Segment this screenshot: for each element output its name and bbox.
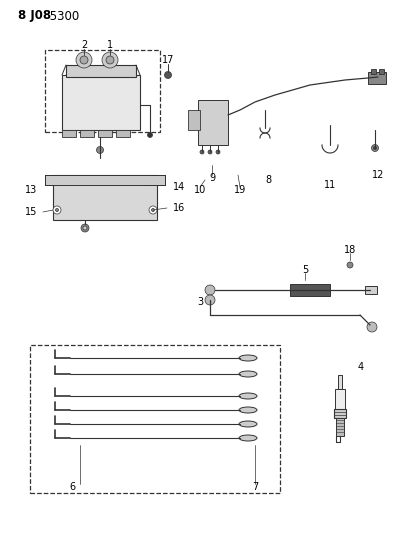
- Text: 15: 15: [25, 207, 37, 217]
- Bar: [30, 345, 280, 493]
- Bar: [371, 69, 376, 74]
- Text: 14: 14: [173, 182, 185, 192]
- Text: 19: 19: [234, 185, 246, 195]
- Text: 8 J08: 8 J08: [18, 10, 51, 22]
- Bar: [53, 175, 157, 220]
- Circle shape: [205, 295, 215, 305]
- Circle shape: [81, 224, 89, 232]
- Ellipse shape: [239, 435, 257, 441]
- Circle shape: [374, 147, 376, 149]
- Text: 12: 12: [372, 170, 384, 180]
- Bar: [290, 284, 330, 296]
- Circle shape: [76, 52, 92, 68]
- Circle shape: [200, 150, 204, 154]
- Bar: [188, 110, 200, 130]
- Circle shape: [96, 147, 104, 154]
- Text: 5300: 5300: [46, 10, 79, 22]
- Text: 5: 5: [302, 265, 308, 275]
- Circle shape: [149, 206, 157, 214]
- Bar: [334, 409, 346, 418]
- Bar: [335, 389, 345, 409]
- Text: 3: 3: [197, 297, 203, 307]
- Circle shape: [53, 206, 61, 214]
- Circle shape: [208, 150, 212, 154]
- Text: 18: 18: [344, 245, 356, 255]
- Bar: [338, 375, 342, 389]
- Ellipse shape: [239, 407, 257, 413]
- Circle shape: [83, 226, 87, 230]
- Bar: [62, 130, 76, 137]
- Text: 2: 2: [81, 40, 87, 50]
- Circle shape: [367, 322, 377, 332]
- Bar: [62, 75, 140, 130]
- Text: 11: 11: [324, 180, 336, 190]
- Bar: [368, 72, 386, 84]
- Bar: [45, 50, 160, 132]
- Circle shape: [102, 52, 118, 68]
- Bar: [198, 100, 228, 145]
- Bar: [45, 175, 165, 185]
- Ellipse shape: [239, 371, 257, 377]
- Ellipse shape: [239, 393, 257, 399]
- Text: 1: 1: [107, 40, 113, 50]
- Text: 16: 16: [173, 203, 185, 213]
- Circle shape: [106, 56, 114, 64]
- Text: 13: 13: [25, 185, 37, 195]
- Text: 4: 4: [358, 362, 364, 372]
- Circle shape: [56, 208, 58, 212]
- Text: 10: 10: [194, 185, 206, 195]
- Bar: [379, 69, 384, 74]
- Circle shape: [216, 150, 220, 154]
- Bar: [116, 130, 130, 137]
- Bar: [336, 418, 344, 436]
- Text: 6: 6: [69, 482, 75, 492]
- Circle shape: [80, 56, 88, 64]
- Circle shape: [164, 71, 172, 78]
- Text: 7: 7: [252, 482, 258, 492]
- Bar: [98, 130, 112, 137]
- Text: 17: 17: [162, 55, 174, 65]
- Bar: [80, 130, 94, 137]
- Bar: [365, 286, 377, 294]
- Circle shape: [205, 285, 215, 295]
- Text: 9: 9: [209, 173, 215, 183]
- Circle shape: [152, 208, 154, 212]
- Circle shape: [148, 133, 152, 138]
- Circle shape: [347, 262, 353, 268]
- Text: 8: 8: [265, 175, 271, 185]
- Circle shape: [372, 144, 378, 151]
- Ellipse shape: [239, 355, 257, 361]
- Bar: [66, 65, 136, 77]
- Ellipse shape: [239, 421, 257, 427]
